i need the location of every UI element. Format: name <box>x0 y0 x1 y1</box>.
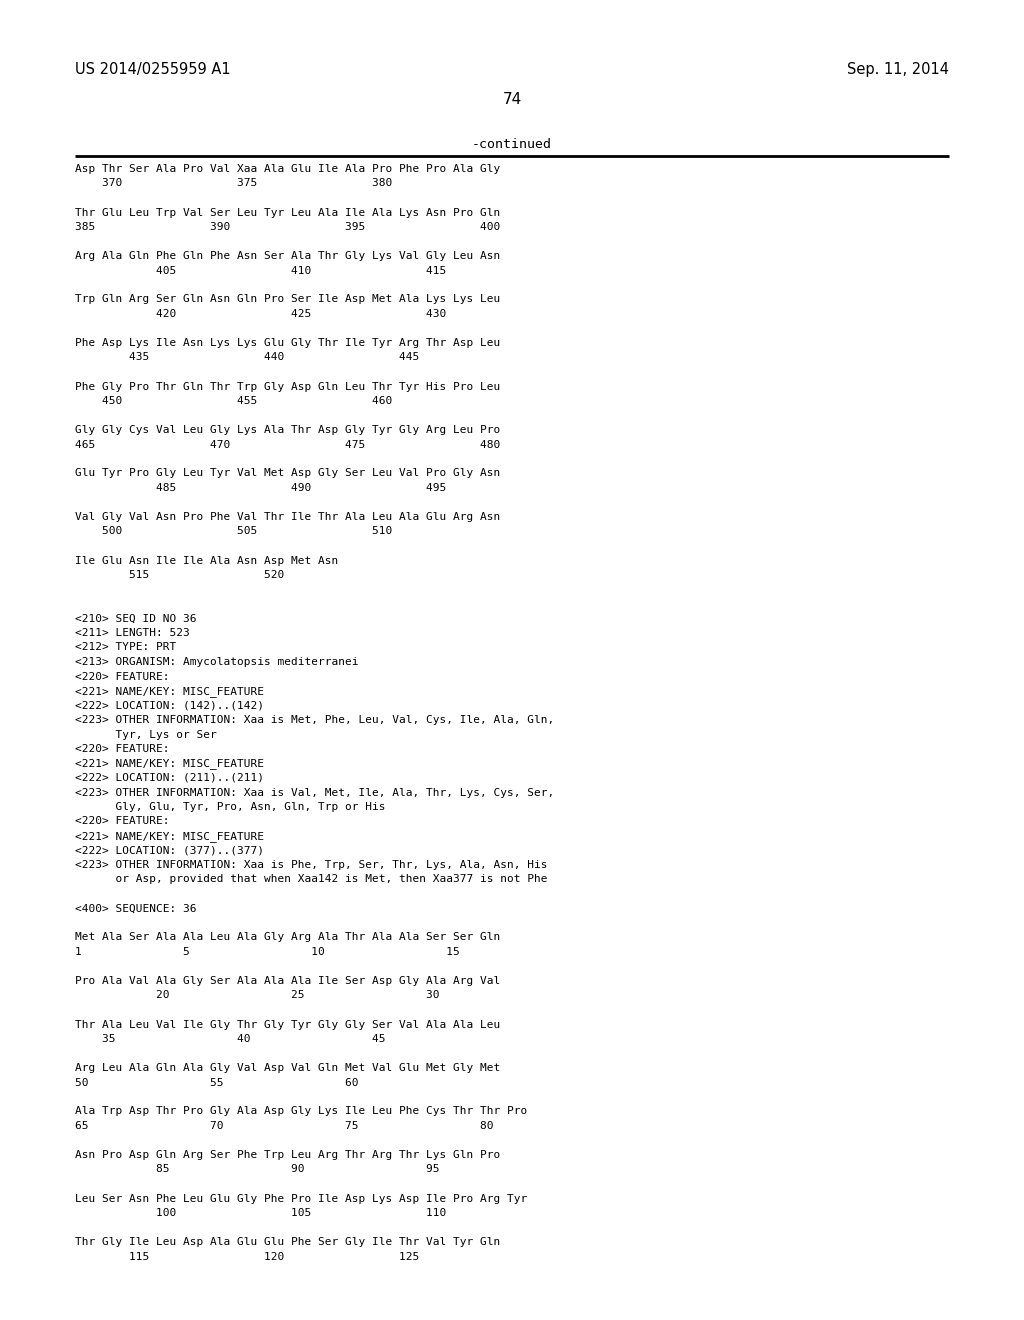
Text: <221> NAME/KEY: MISC_FEATURE: <221> NAME/KEY: MISC_FEATURE <box>75 759 264 770</box>
Text: 50                  55                  60: 50 55 60 <box>75 1077 358 1088</box>
Text: 485                 490                 495: 485 490 495 <box>75 483 446 492</box>
Text: <221> NAME/KEY: MISC_FEATURE: <221> NAME/KEY: MISC_FEATURE <box>75 686 264 697</box>
Text: Tyr, Lys or Ser: Tyr, Lys or Ser <box>75 730 217 739</box>
Text: <223> OTHER INFORMATION: Xaa is Val, Met, Ile, Ala, Thr, Lys, Cys, Ser,: <223> OTHER INFORMATION: Xaa is Val, Met… <box>75 788 554 797</box>
Text: or Asp, provided that when Xaa142 is Met, then Xaa377 is not Phe: or Asp, provided that when Xaa142 is Met… <box>75 874 548 884</box>
Text: Val Gly Val Asn Pro Phe Val Thr Ile Thr Ala Leu Ala Glu Arg Asn: Val Gly Val Asn Pro Phe Val Thr Ile Thr … <box>75 512 501 521</box>
Text: Met Ala Ser Ala Ala Leu Ala Gly Arg Ala Thr Ala Ala Ser Ser Gln: Met Ala Ser Ala Ala Leu Ala Gly Arg Ala … <box>75 932 501 942</box>
Text: 20                  25                  30: 20 25 30 <box>75 990 439 1001</box>
Text: <211> LENGTH: 523: <211> LENGTH: 523 <box>75 628 189 638</box>
Text: <222> LOCATION: (142)..(142): <222> LOCATION: (142)..(142) <box>75 701 264 710</box>
Text: US 2014/0255959 A1: US 2014/0255959 A1 <box>75 62 230 77</box>
Text: 65                  70                  75                  80: 65 70 75 80 <box>75 1121 494 1131</box>
Text: Thr Gly Ile Leu Asp Ala Glu Glu Phe Ser Gly Ile Thr Val Tyr Gln: Thr Gly Ile Leu Asp Ala Glu Glu Phe Ser … <box>75 1237 501 1247</box>
Text: 465                 470                 475                 480: 465 470 475 480 <box>75 440 501 450</box>
Text: <210> SEQ ID NO 36: <210> SEQ ID NO 36 <box>75 614 197 623</box>
Text: Leu Ser Asn Phe Leu Glu Gly Phe Pro Ile Asp Lys Asp Ile Pro Arg Tyr: Leu Ser Asn Phe Leu Glu Gly Phe Pro Ile … <box>75 1193 527 1204</box>
Text: Ile Glu Asn Ile Ile Ala Asn Asp Met Asn: Ile Glu Asn Ile Ile Ala Asn Asp Met Asn <box>75 556 338 565</box>
Text: Arg Ala Gln Phe Gln Phe Asn Ser Ala Thr Gly Lys Val Gly Leu Asn: Arg Ala Gln Phe Gln Phe Asn Ser Ala Thr … <box>75 251 501 261</box>
Text: <222> LOCATION: (377)..(377): <222> LOCATION: (377)..(377) <box>75 846 264 855</box>
Text: Gly Gly Cys Val Leu Gly Lys Ala Thr Asp Gly Tyr Gly Arg Leu Pro: Gly Gly Cys Val Leu Gly Lys Ala Thr Asp … <box>75 425 501 436</box>
Text: Pro Ala Val Ala Gly Ser Ala Ala Ala Ile Ser Asp Gly Ala Arg Val: Pro Ala Val Ala Gly Ser Ala Ala Ala Ile … <box>75 975 501 986</box>
Text: 500                 505                 510: 500 505 510 <box>75 527 392 536</box>
Text: Ala Trp Asp Thr Pro Gly Ala Asp Gly Lys Ile Leu Phe Cys Thr Thr Pro: Ala Trp Asp Thr Pro Gly Ala Asp Gly Lys … <box>75 1106 527 1117</box>
Text: Glu Tyr Pro Gly Leu Tyr Val Met Asp Gly Ser Leu Val Pro Gly Asn: Glu Tyr Pro Gly Leu Tyr Val Met Asp Gly … <box>75 469 501 479</box>
Text: 1               5                  10                  15: 1 5 10 15 <box>75 946 460 957</box>
Text: 115                 120                 125: 115 120 125 <box>75 1251 419 1262</box>
Text: Asn Pro Asp Gln Arg Ser Phe Trp Leu Arg Thr Arg Thr Lys Gln Pro: Asn Pro Asp Gln Arg Ser Phe Trp Leu Arg … <box>75 1150 501 1160</box>
Text: Arg Leu Ala Gln Ala Gly Val Asp Val Gln Met Val Glu Met Gly Met: Arg Leu Ala Gln Ala Gly Val Asp Val Gln … <box>75 1063 501 1073</box>
Text: -continued: -continued <box>472 139 552 150</box>
Text: <223> OTHER INFORMATION: Xaa is Met, Phe, Leu, Val, Cys, Ile, Ala, Gln,: <223> OTHER INFORMATION: Xaa is Met, Phe… <box>75 715 554 725</box>
Text: 515                 520: 515 520 <box>75 570 285 579</box>
Text: Phe Asp Lys Ile Asn Lys Lys Glu Gly Thr Ile Tyr Arg Thr Asp Leu: Phe Asp Lys Ile Asn Lys Lys Glu Gly Thr … <box>75 338 501 348</box>
Text: 370                 375                 380: 370 375 380 <box>75 178 392 189</box>
Text: Gly, Glu, Tyr, Pro, Asn, Gln, Trp or His: Gly, Glu, Tyr, Pro, Asn, Gln, Trp or His <box>75 803 385 812</box>
Text: <222> LOCATION: (211)..(211): <222> LOCATION: (211)..(211) <box>75 774 264 783</box>
Text: <213> ORGANISM: Amycolatopsis mediterranei: <213> ORGANISM: Amycolatopsis mediterran… <box>75 657 358 667</box>
Text: Thr Ala Leu Val Ile Gly Thr Gly Tyr Gly Gly Ser Val Ala Ala Leu: Thr Ala Leu Val Ile Gly Thr Gly Tyr Gly … <box>75 1019 501 1030</box>
Text: <220> FEATURE:: <220> FEATURE: <box>75 744 170 754</box>
Text: 74: 74 <box>503 92 521 107</box>
Text: <221> NAME/KEY: MISC_FEATURE: <221> NAME/KEY: MISC_FEATURE <box>75 832 264 842</box>
Text: Thr Glu Leu Trp Val Ser Leu Tyr Leu Ala Ile Ala Lys Asn Pro Gln: Thr Glu Leu Trp Val Ser Leu Tyr Leu Ala … <box>75 207 501 218</box>
Text: 35                  40                  45: 35 40 45 <box>75 1034 385 1044</box>
Text: 85                  90                  95: 85 90 95 <box>75 1164 439 1175</box>
Text: 420                 425                 430: 420 425 430 <box>75 309 446 319</box>
Text: 435                 440                 445: 435 440 445 <box>75 352 419 363</box>
Text: <223> OTHER INFORMATION: Xaa is Phe, Trp, Ser, Thr, Lys, Ala, Asn, His: <223> OTHER INFORMATION: Xaa is Phe, Trp… <box>75 861 548 870</box>
Text: <212> TYPE: PRT: <212> TYPE: PRT <box>75 643 176 652</box>
Text: 450                 455                 460: 450 455 460 <box>75 396 392 407</box>
Text: 100                 105                 110: 100 105 110 <box>75 1208 446 1218</box>
Text: Phe Gly Pro Thr Gln Thr Trp Gly Asp Gln Leu Thr Tyr His Pro Leu: Phe Gly Pro Thr Gln Thr Trp Gly Asp Gln … <box>75 381 501 392</box>
Text: <220> FEATURE:: <220> FEATURE: <box>75 817 170 826</box>
Text: Trp Gln Arg Ser Gln Asn Gln Pro Ser Ile Asp Met Ala Lys Lys Leu: Trp Gln Arg Ser Gln Asn Gln Pro Ser Ile … <box>75 294 501 305</box>
Text: Sep. 11, 2014: Sep. 11, 2014 <box>847 62 949 77</box>
Text: 385                 390                 395                 400: 385 390 395 400 <box>75 222 501 232</box>
Text: <220> FEATURE:: <220> FEATURE: <box>75 672 170 681</box>
Text: <400> SEQUENCE: 36: <400> SEQUENCE: 36 <box>75 903 197 913</box>
Text: 405                 410                 415: 405 410 415 <box>75 265 446 276</box>
Text: Asp Thr Ser Ala Pro Val Xaa Ala Glu Ile Ala Pro Phe Pro Ala Gly: Asp Thr Ser Ala Pro Val Xaa Ala Glu Ile … <box>75 164 501 174</box>
